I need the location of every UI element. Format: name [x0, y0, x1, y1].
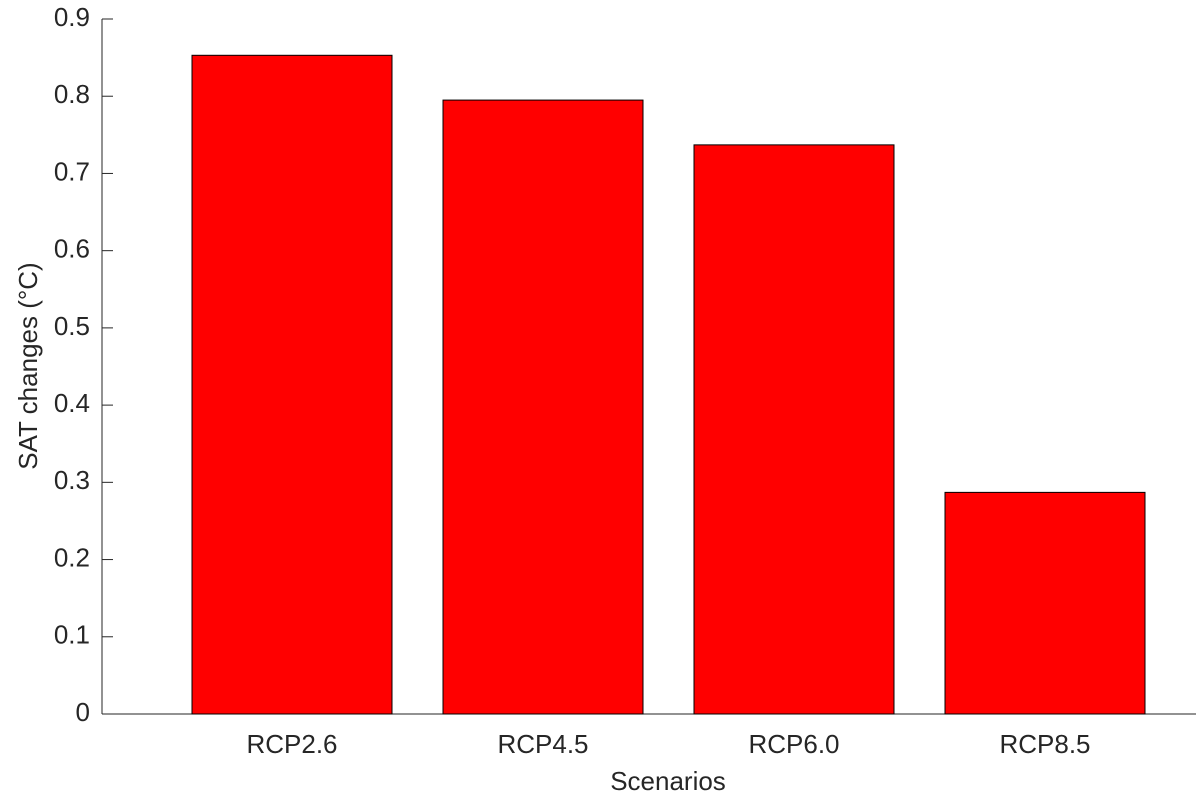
y-tick-label: 0.1: [54, 620, 90, 650]
y-tick-label: 0: [76, 697, 90, 727]
x-axis-label: Scenarios: [610, 766, 726, 796]
bar: [944, 491, 1146, 715]
y-tick-label: 0.3: [54, 465, 90, 495]
y-tick-label: 0.7: [54, 156, 90, 186]
x-tick-label: RCP2.6: [246, 729, 337, 759]
y-axis-label: SAT changes (°C): [13, 262, 43, 469]
x-tick-label: RCP4.5: [497, 729, 588, 759]
y-tick-label: 0.5: [54, 311, 90, 341]
bar: [442, 99, 644, 715]
y-tick-label: 0.8: [54, 79, 90, 109]
x-tick-label: RCP8.5: [999, 729, 1090, 759]
y-tick-label: 0.9: [54, 2, 90, 32]
x-tick-label: RCP6.0: [748, 729, 839, 759]
y-tick-label: 0.2: [54, 542, 90, 572]
y-tick-label: 0.4: [54, 388, 90, 418]
y-tick-label: 0.6: [54, 234, 90, 264]
bar: [693, 144, 895, 715]
bar: [191, 54, 393, 715]
